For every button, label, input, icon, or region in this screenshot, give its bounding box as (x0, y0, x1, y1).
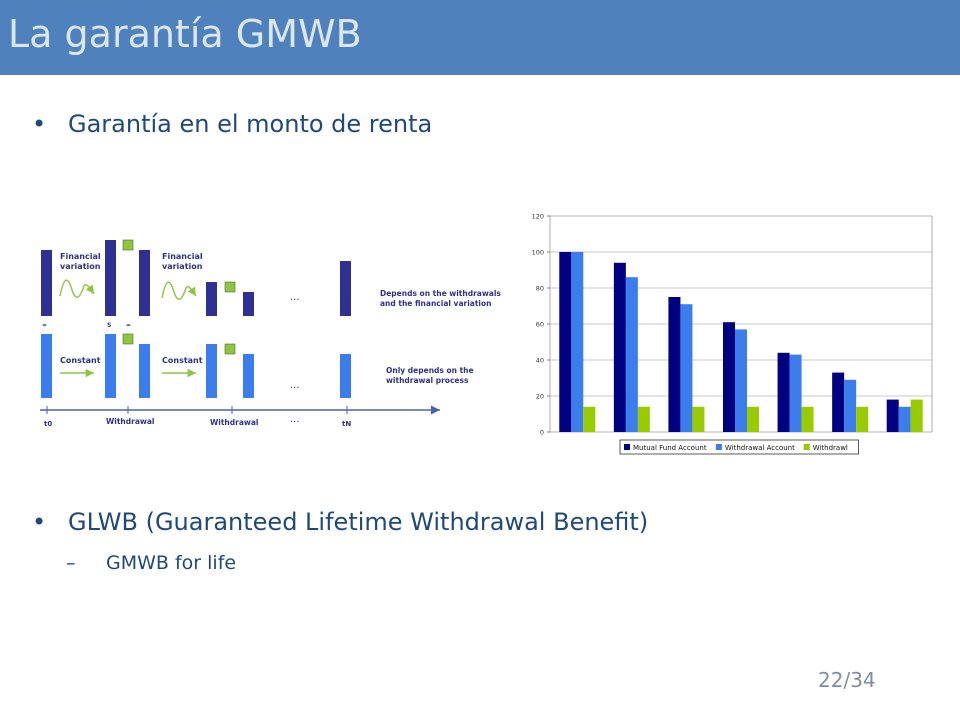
s-marker: S (107, 322, 111, 329)
bar-withdrawl (910, 399, 923, 432)
financial-variation-label: variation (162, 262, 203, 271)
y-tick-label: 40 (536, 357, 544, 365)
note-top: and the financial variation (380, 299, 492, 308)
equal-marker: = (42, 322, 47, 329)
bar-mutual-fund-account (723, 322, 735, 432)
bar-withdrawal-account (789, 354, 802, 432)
y-tick-label: 100 (532, 249, 544, 257)
equal-marker: = (126, 322, 131, 329)
bar-mutual-fund-account (832, 372, 845, 432)
variation-arrow (59, 279, 95, 298)
financial-variation-label: Financial (60, 252, 101, 261)
legend-label: Withdrawl (813, 444, 848, 452)
bar-withdrawl (747, 406, 759, 432)
bar-withdrawl (637, 406, 650, 432)
note-bottom: Only depends on the (386, 366, 474, 375)
bar-withdrawal-account (680, 304, 693, 432)
ellipsis: ... (290, 414, 300, 425)
bar-mutual-fund-account (777, 352, 790, 432)
financial-variation-label: Financial (162, 252, 203, 261)
axis-label-withdrawal: Withdrawal (210, 418, 258, 427)
bullet-dot: • (32, 508, 47, 536)
dark-bar (243, 292, 254, 316)
legend-label: Withdrawal Account (725, 444, 795, 452)
gmwb-diagram: Financial variation Financial variation … (40, 239, 501, 428)
dark-bar (340, 261, 351, 316)
bar-withdrawal-account (844, 379, 857, 432)
dark-bar (139, 250, 150, 316)
bar-withdrawal-account (625, 277, 638, 432)
axis-label-tn: tN (342, 420, 351, 428)
bar-mutual-fund-account (886, 399, 899, 432)
legend-label: Mutual Fund Account (633, 444, 707, 452)
legend-swatch (624, 444, 630, 450)
bar-mutual-fund-account (668, 297, 681, 432)
bar-mutual-fund-account (559, 252, 572, 432)
bright-bar (206, 344, 217, 398)
legend-swatch (715, 444, 722, 450)
y-tick-label: 120 (532, 213, 544, 221)
bar-withdrawl (801, 406, 814, 432)
bright-bar (41, 334, 52, 398)
bullet-2-text: GLWB (Guaranteed Lifetime Withdrawal Ben… (68, 508, 649, 536)
bar-withdrawal-account (735, 329, 747, 432)
bright-bar (243, 354, 254, 398)
note-bottom: withdrawal process (386, 376, 469, 385)
bar-withdrawl (692, 406, 705, 432)
bullet-dot: • (32, 110, 47, 138)
bright-bar (139, 344, 150, 398)
sub-bullet-dash: – (66, 552, 76, 574)
green-square (224, 281, 236, 293)
variation-arrow (161, 281, 197, 300)
y-tick-label: 80 (536, 285, 544, 293)
ellipsis: ... (290, 380, 300, 391)
axis-label-t0: t0 (44, 420, 52, 428)
slide-title: La garantía GMWB (8, 12, 362, 56)
title-bar: La garantía GMWB (0, 0, 960, 75)
dark-bar (41, 250, 52, 316)
green-square (122, 239, 134, 251)
legend-box (619, 439, 860, 455)
green-square (122, 333, 134, 345)
dark-bar (105, 240, 116, 316)
bright-bar (340, 354, 351, 398)
green-square (224, 343, 236, 355)
bar-chart: 0 20 40 60 80 100 120 Mutual Fund Account Withd… (532, 213, 933, 455)
constant-label: Constant (162, 356, 203, 365)
dark-bar (206, 282, 217, 316)
financial-variation-label: variation (60, 262, 101, 271)
bar-withdrawal-account (898, 406, 911, 432)
axis-label-withdrawal: Withdrawal (106, 417, 154, 426)
ellipsis: ... (290, 292, 300, 303)
sub-bullet-1-text: GMWB for life (106, 552, 237, 574)
page-number: 22/34 (818, 668, 876, 692)
y-tick-label: 0 (540, 429, 544, 437)
bar-withdrawl (583, 406, 596, 432)
y-tick-label: 20 (536, 393, 544, 401)
legend-swatch (803, 444, 810, 450)
bullet-1-text: Garantía en el monto de renta (68, 110, 433, 138)
bar-mutual-fund-account (613, 262, 626, 432)
bright-bar (105, 334, 116, 398)
constant-label: Constant (60, 356, 101, 365)
note-top: Depends on the withdrawals (380, 289, 501, 298)
y-tick-label: 60 (536, 321, 544, 329)
bar-withdrawal-account (571, 252, 584, 432)
bar-withdrawl (856, 406, 869, 432)
